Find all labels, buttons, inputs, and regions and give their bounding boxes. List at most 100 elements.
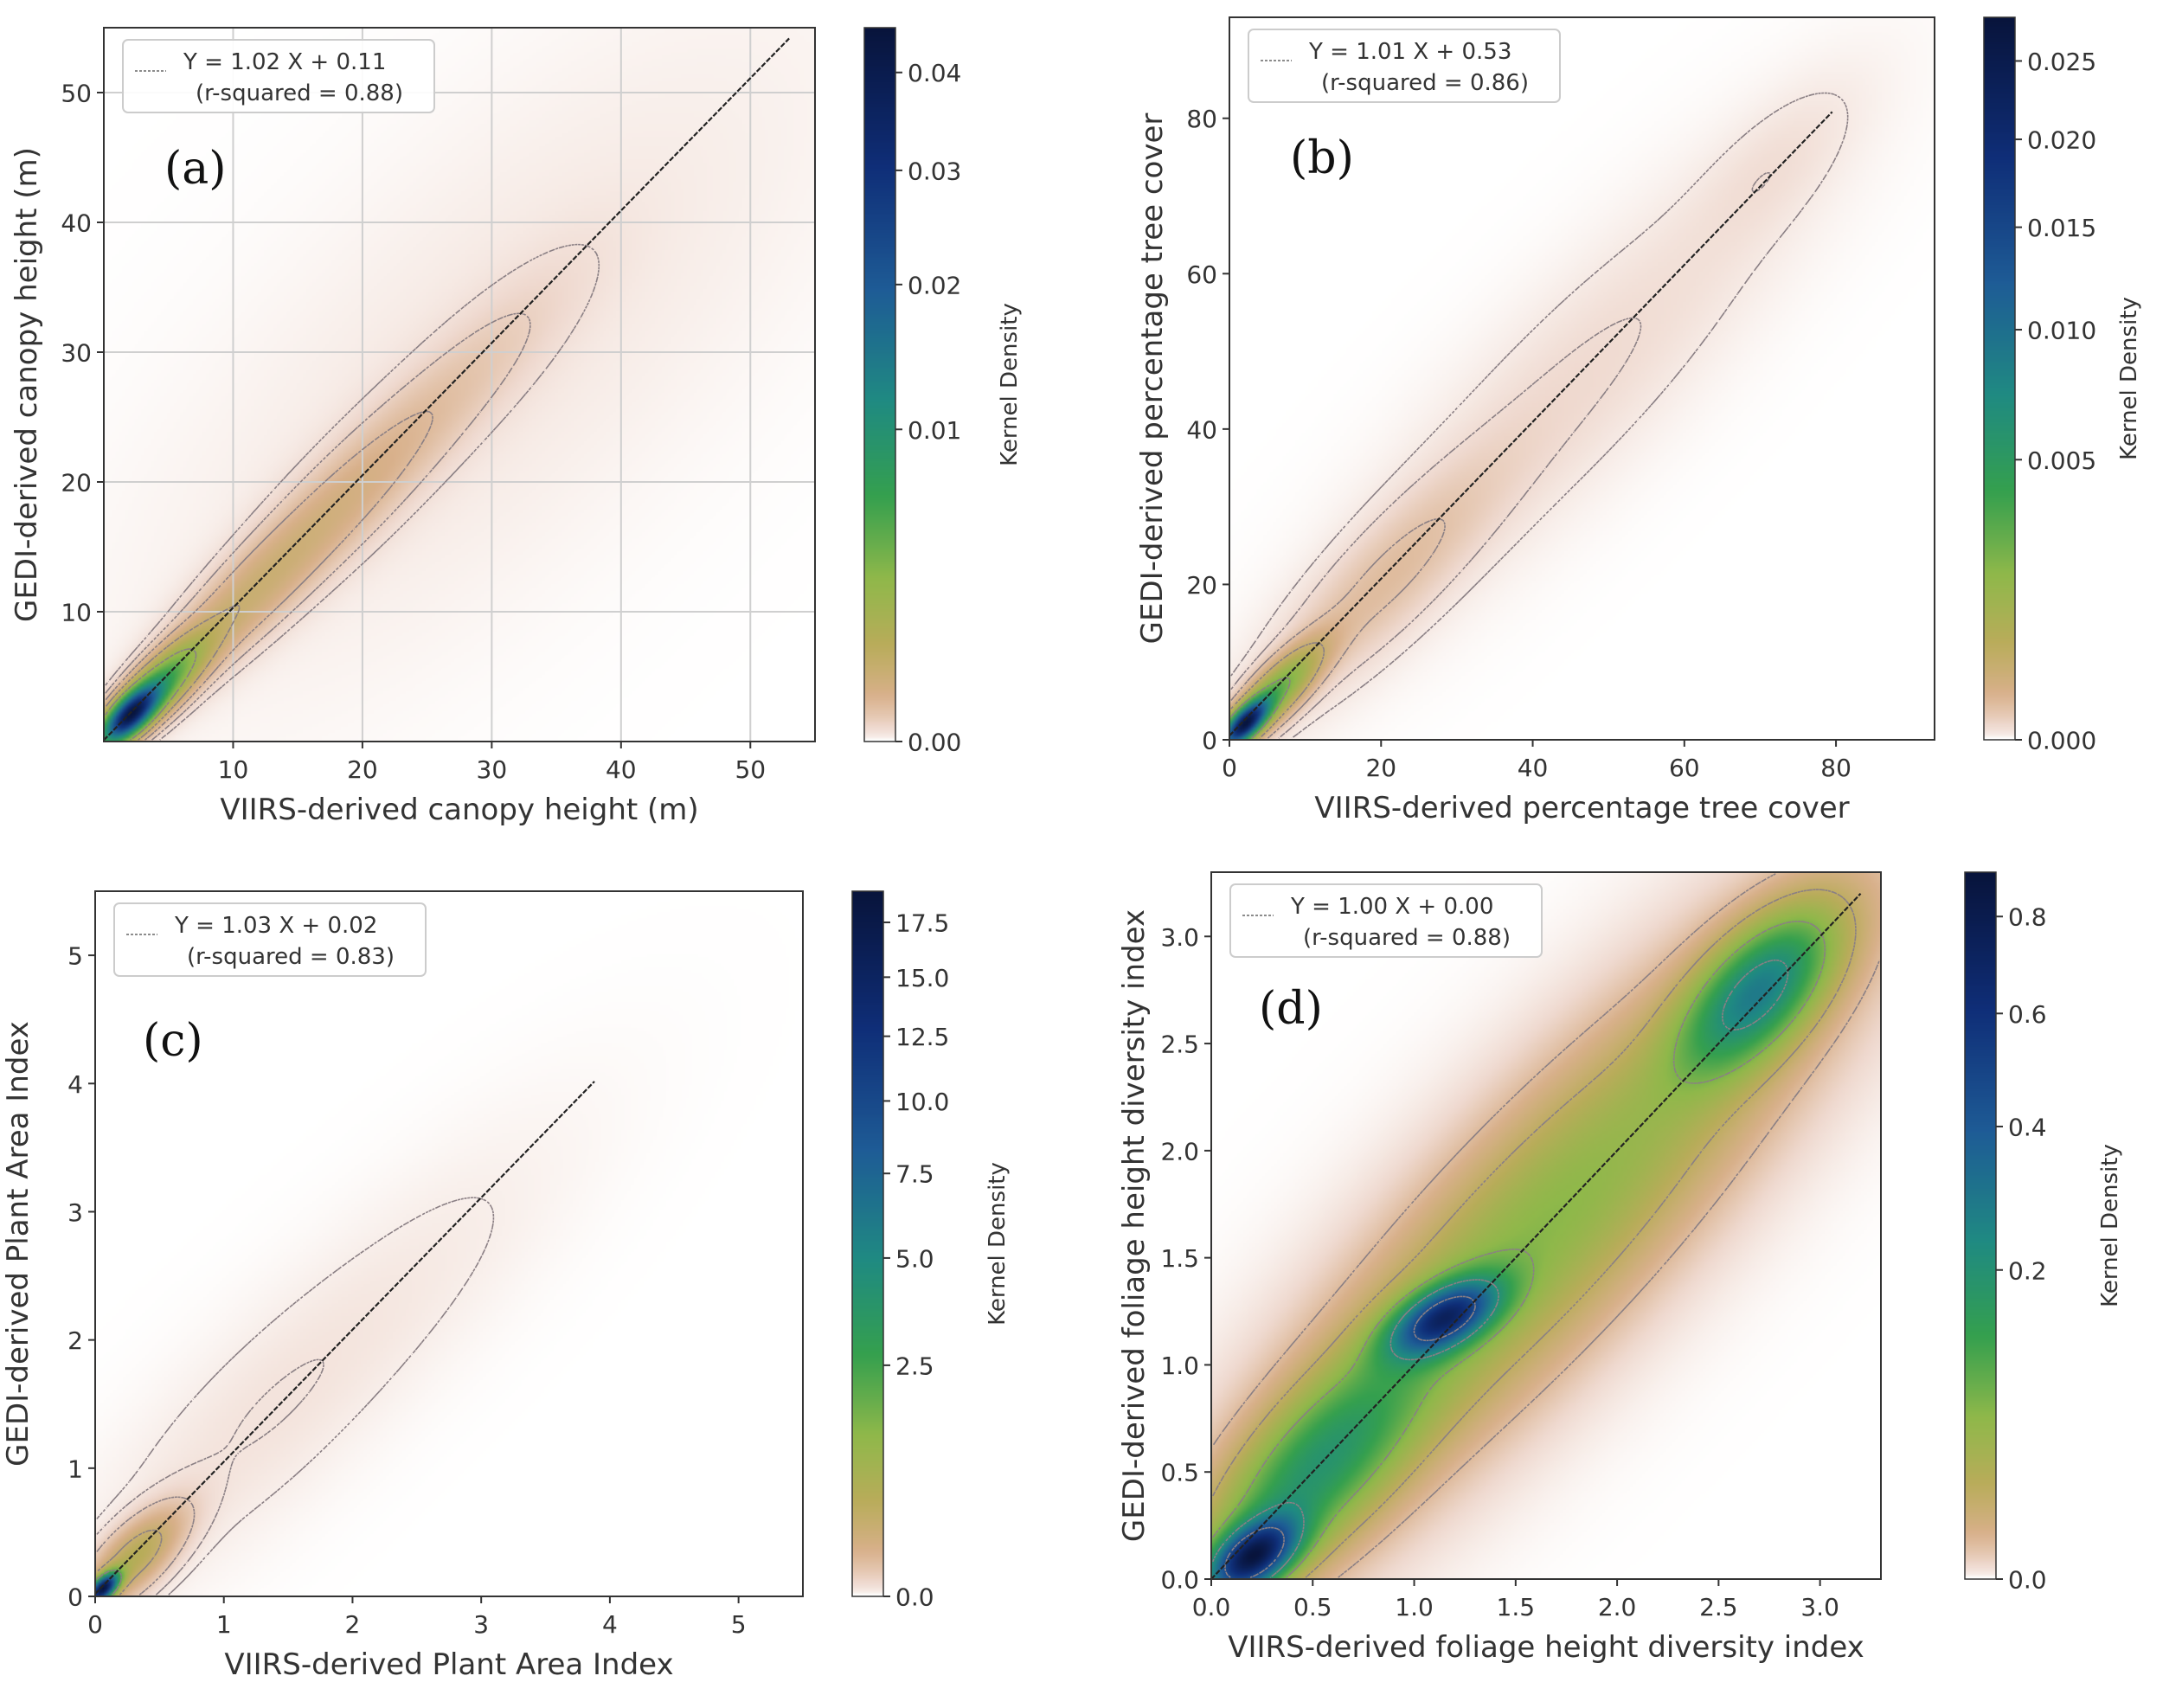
contour-line: [96, 1570, 123, 1596]
panel-d: 0.0 0.5 1.0 1.5 2.0 2.5 3.0 0.0 0.5 1.0 1.5 2.0 2.5 3…: [1091, 852, 2182, 1705]
regression-line: [1211, 893, 1862, 1579]
x-tick-label: 60: [1669, 754, 1700, 782]
density-contours: [1230, 92, 1849, 739]
x-axis-label: VIIRS-derived percentage tree cover: [1314, 791, 1849, 825]
x-tick-label: 20: [1365, 754, 1396, 782]
legend-box: [122, 39, 435, 113]
colorbar-label: Kernel Density: [997, 303, 1023, 466]
contour-line: [105, 604, 241, 741]
colorbar-tick-label: 7.5: [895, 1160, 934, 1189]
y-tick-label: 60: [1186, 260, 1217, 289]
y-tick-label: 3.0: [1160, 923, 1199, 952]
x-tick-label: 40: [1518, 754, 1549, 782]
x-tick-label: 0.0: [1192, 1593, 1231, 1621]
y-tick-label: 0: [67, 1583, 83, 1612]
legend-equation: Y = 1.02 X + 0.11: [183, 49, 386, 75]
y-tick-label: 1.5: [1160, 1244, 1199, 1273]
y-axis-label: GEDI-derived Plant Area Index: [1, 1021, 35, 1467]
contour-line: [1212, 921, 1826, 1578]
legend-rsquared: (r-squared = 0.86): [1321, 70, 1529, 96]
x-tick-label: 3: [473, 1610, 489, 1639]
panel-a: 10 20 30 40 50 10 20 30 40 50 0.00 0.01 0.02 0.03 0.04…: [0, 0, 1091, 852]
x-tick-label: 40: [606, 755, 637, 784]
colorbar-tick-label: 0.6: [2008, 1000, 2047, 1029]
regression-line: [1229, 111, 1833, 737]
contour-line: [1230, 92, 1849, 739]
x-tick-label: 80: [1820, 754, 1851, 782]
contour-line: [1212, 873, 1880, 1578]
colorbar-gradient: [864, 28, 895, 742]
y-tick-label: 4: [67, 1070, 83, 1099]
colorbar-tick-label: 5.0: [895, 1244, 934, 1273]
y-tick-label: 20: [1186, 571, 1217, 600]
x-tick-label: 4: [602, 1610, 618, 1639]
y-tick-label: 3: [67, 1198, 83, 1227]
contour-line: [96, 1496, 196, 1596]
y-tick-label: 20: [61, 469, 92, 498]
colorbar-tick-label: 12.5: [895, 1023, 949, 1051]
contour-line: [105, 648, 197, 741]
chart-tree-cover: 0 20 40 60 80 0 20 40 60 80 0.000 0.005 0.010 0.015 0.…: [1135, 16, 2142, 825]
x-tick-label: 2.0: [1598, 1593, 1637, 1621]
density-contours: [1212, 873, 1880, 1578]
colorbar-tick-label: 10.0: [895, 1088, 949, 1116]
axes-frame: [1210, 871, 1882, 1580]
panel-c: 0 1 2 3 4 5 0 1 2 3 4 5 0.0 2.5 5.0 7.5 10.0 12.5 15.0 17.5…: [0, 852, 1091, 1705]
density-heatmap: [104, 28, 815, 742]
y-tick-label: 2: [67, 1326, 83, 1355]
y-tick-label: 0: [1202, 727, 1217, 755]
colorbar-tick-label: 0.010: [2027, 317, 2096, 345]
colorbar-tick-label: 0.025: [2027, 48, 2096, 76]
colorbar-tick-label: 0.04: [908, 59, 961, 87]
density-heatmap: [95, 891, 803, 1596]
panel-label: (a): [164, 143, 227, 195]
colorbar-tick-label: 2.5: [895, 1352, 934, 1380]
y-axis-label: GEDI-derived foliage height diversity in…: [1117, 909, 1152, 1542]
chart-plant-area-index: 0 1 2 3 4 5 0 1 2 3 4 5 0.0 2.5 5.0 7.5 10.0 12.5 15.0 17.5…: [1, 890, 1011, 1682]
colorbar-gradient: [852, 891, 883, 1596]
legend-equation: Y = 1.00 X + 0.00: [1290, 894, 1493, 920]
panel-label: (b): [1290, 132, 1354, 184]
x-tick-label: 5: [731, 1610, 747, 1639]
colorbar-frame: [863, 27, 896, 742]
chart-canopy-height: 10 20 30 40 50 10 20 30 40 50 0.00 0.01 0.02 0.03 0.04…: [10, 27, 1023, 827]
density-contours: [105, 243, 600, 741]
x-tick-label: 0: [1222, 754, 1237, 782]
y-tick-label: 30: [61, 339, 92, 368]
legend-rsquared: (r-squared = 0.88): [1303, 925, 1511, 951]
colorbar-label: Kernel Density: [2116, 297, 2142, 460]
legend-equation: Y = 1.01 X + 0.53: [1308, 39, 1511, 65]
y-tick-label: 40: [61, 209, 92, 238]
colorbar-tick-label: 17.5: [895, 909, 949, 938]
regression-line: [104, 37, 790, 742]
contour-line: [105, 243, 600, 741]
legend-box: [1229, 883, 1543, 958]
colorbar-tick-label: 15.0: [895, 964, 949, 992]
legend-rsquared: (r-squared = 0.88): [196, 80, 403, 106]
x-tick-label: 2.5: [1699, 1593, 1738, 1621]
y-tick-label: 80: [1186, 105, 1217, 133]
contour-line: [1230, 518, 1446, 739]
y-tick-label: 1.0: [1160, 1352, 1199, 1380]
x-axis-label: VIIRS-derived foliage height diversity i…: [1228, 1630, 1864, 1665]
x-tick-label: 10: [218, 755, 249, 784]
x-axis-label: VIIRS-derived Plant Area Index: [224, 1647, 673, 1682]
y-tick-label: 0.5: [1160, 1459, 1199, 1487]
colorbar-frame: [1964, 871, 1997, 1580]
colorbar-tick-label: 0.02: [908, 271, 961, 299]
contour-line: [1212, 889, 1857, 1578]
chart-foliage-diversity: 0.0 0.5 1.0 1.5 2.0 2.5 3.0 0.0 0.5 1.0 1.5 2.0 2.5 3…: [1117, 871, 2123, 1665]
colorbar-tick-label: 0.015: [2027, 214, 2096, 242]
colorbar-tick-label: 0.03: [908, 157, 961, 185]
density-contours: [96, 1197, 495, 1596]
panel-b: 0 20 40 60 80 0 20 40 60 80 0.000 0.005 0.010 0.015 0.…: [1091, 0, 2182, 852]
colorbar-tick-label: 0.00: [908, 729, 961, 757]
x-axis-label: VIIRS-derived canopy height (m): [220, 793, 698, 827]
density-heatmap: [1229, 17, 1935, 740]
panel-label: (c): [143, 1015, 203, 1067]
x-tick-label: 1.5: [1497, 1593, 1536, 1621]
colorbar-tick-label: 0.005: [2027, 446, 2096, 475]
colorbar-frame: [1983, 16, 2016, 741]
x-tick-label: 3.0: [1800, 1593, 1839, 1621]
contour-line: [1230, 172, 1771, 739]
